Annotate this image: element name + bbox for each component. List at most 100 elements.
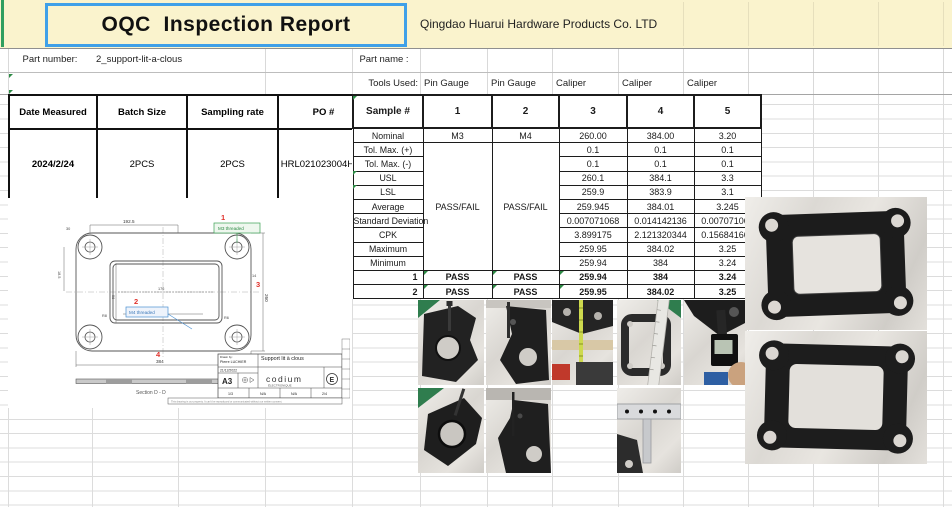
- row-label-cell[interactable]: LSL: [352, 184, 424, 200]
- measurement-value-cell[interactable]: 383.9: [626, 184, 695, 200]
- batch-header-cell[interactable]: Batch Size: [96, 94, 188, 130]
- sample-number-cell[interactable]: 3: [558, 94, 628, 129]
- measurement-value-cell[interactable]: 384.02: [626, 241, 695, 257]
- measurement-row: USL 260.1 384.1 3.3: [352, 170, 762, 186]
- measurement-table: Sample #1 2 3 4 5 Nominal M3 M4 260.00 384.00 3.20…: [352, 94, 762, 300]
- measurement-value-cell[interactable]: 3.24: [693, 255, 762, 271]
- pass-fail-merged-cell[interactable]: PASS/FAIL: [422, 142, 493, 271]
- measurement-value-cell[interactable]: 3.1: [693, 184, 762, 200]
- row-label-cell[interactable]: Tol. Max. (-): [352, 156, 424, 172]
- measurement-value-cell[interactable]: M4: [491, 127, 560, 144]
- drawing-title-block: Drawn by: Pierre LUCHIER 21/12/2022 Supp…: [167, 338, 350, 405]
- row-label-cell[interactable]: Standard Deviation: [352, 213, 428, 229]
- measurement-value-cell[interactable]: 384.00: [626, 127, 695, 144]
- measurement-value-cell[interactable]: 0.156841667: [693, 227, 762, 243]
- tool-used-cell[interactable]: Caliper: [556, 77, 587, 89]
- batch-header-cell[interactable]: Sampling rate: [186, 94, 279, 130]
- measurement-value-cell[interactable]: 3.25: [693, 284, 762, 300]
- sample-number-cell[interactable]: 4: [626, 94, 695, 129]
- measurement-value-cell[interactable]: 260.00: [558, 127, 628, 144]
- band-cell-divider: [878, 2, 879, 46]
- measurement-value-cell[interactable]: 0.1: [626, 156, 695, 172]
- measurement-value-cell[interactable]: 259.9: [558, 184, 628, 200]
- measurement-value-cell[interactable]: 0.1: [558, 142, 628, 158]
- finished-part-photo: [745, 331, 927, 464]
- pass-fail-merged-cell[interactable]: PASS/FAIL: [491, 142, 560, 271]
- cad-drawing-panel: 192.5 384 260 176 121 96 18.5 30 14 R8 R…: [8, 195, 352, 408]
- tool-used-cell[interactable]: Pin Gauge: [491, 77, 536, 89]
- measurement-value-cell[interactable]: M3: [422, 127, 493, 144]
- measurement-value-cell[interactable]: 3.3: [693, 170, 762, 186]
- measurement-value-cell[interactable]: 259.95: [558, 284, 628, 300]
- measurement-value-cell[interactable]: 259.94: [558, 255, 628, 271]
- m4-threaded-label: M4 threaded: [129, 310, 155, 315]
- comment-marker: [9, 90, 13, 94]
- measurement-value-cell[interactable]: 0.1: [558, 156, 628, 172]
- row-label-cell[interactable]: Average: [352, 198, 424, 215]
- tool-used-cell[interactable]: Caliper: [622, 77, 653, 89]
- measurement-value-cell[interactable]: 0.1: [693, 142, 762, 158]
- measurement-value-cell[interactable]: 384.1: [626, 170, 695, 186]
- measurement-value-cell[interactable]: 3.245: [693, 198, 762, 215]
- batch-value-cell[interactable]: 2PCS: [186, 128, 279, 198]
- row-label-cell[interactable]: Minimum: [352, 255, 424, 271]
- sample-header-cell[interactable]: Sample #: [352, 94, 424, 129]
- measurement-row: 2 PASS PASS 259.95 384.02 3.25: [352, 284, 762, 300]
- dim-edge: 14: [252, 274, 256, 278]
- row-label-cell[interactable]: CPK: [352, 227, 424, 243]
- sample-number-cell[interactable]: 1: [422, 94, 493, 129]
- measurement-value-cell[interactable]: 2.121320344: [626, 227, 695, 243]
- batch-value-cell[interactable]: 2PCS: [96, 128, 188, 198]
- measurement-value-cell[interactable]: 259.94: [558, 269, 628, 286]
- gridline: [618, 48, 619, 94]
- measurement-value-cell[interactable]: PASS: [422, 284, 493, 300]
- tool-used-cell[interactable]: Caliper: [687, 77, 718, 89]
- tool-used-cell[interactable]: Pin Gauge: [424, 77, 469, 89]
- measurement-value-cell[interactable]: 259.95: [558, 241, 628, 257]
- drawing-note: This drawing is our property. It can't b…: [171, 399, 282, 403]
- measurement-value-cell[interactable]: 384: [626, 255, 695, 271]
- row-label-cell[interactable]: Nominal: [352, 127, 424, 144]
- row-label-cell[interactable]: 2: [352, 284, 424, 300]
- measurement-value-cell[interactable]: 260.1: [558, 170, 628, 186]
- row-label-cell[interactable]: 1: [352, 269, 424, 286]
- dim-inner-height: 96: [111, 295, 115, 299]
- tools-used-label: Tools Used:: [368, 77, 418, 89]
- measurement-value-cell[interactable]: 3.20: [693, 127, 762, 144]
- row-label-cell[interactable]: Maximum: [352, 241, 424, 257]
- drawing-author: Pierre LUCHIER: [220, 360, 247, 364]
- finished-part-photo: [745, 197, 927, 330]
- measurement-value-cell[interactable]: 3.899175: [558, 227, 628, 243]
- measurement-value-cell[interactable]: 384.02: [626, 284, 695, 300]
- inspection-photo: [684, 300, 747, 385]
- comment-marker: [353, 96, 357, 100]
- dim-left: 18.5: [57, 271, 61, 278]
- row-label-cell[interactable]: USL: [352, 170, 424, 186]
- row-label-cell[interactable]: Tol. Max. (+): [352, 142, 424, 158]
- measurement-value-cell[interactable]: 0.007071068: [693, 213, 762, 229]
- part-number-value[interactable]: 2_support-lit-a-clous: [96, 54, 183, 65]
- measurement-value-cell[interactable]: PASS: [491, 284, 560, 300]
- inspection-photo: [617, 388, 681, 473]
- sample-number-cell[interactable]: 2: [491, 94, 560, 129]
- measurement-value-cell[interactable]: 0.1: [693, 156, 762, 172]
- measurement-row: CPK 3.899175 2.121320344 0.156841667: [352, 227, 762, 243]
- drawing-brand: codium: [266, 374, 302, 384]
- measurement-value-cell[interactable]: 259.945: [558, 198, 628, 215]
- batch-value-cell[interactable]: 2024/2/24: [8, 128, 98, 198]
- row-divider: [0, 72, 952, 73]
- measurement-value-cell[interactable]: PASS: [422, 269, 493, 286]
- measurement-value-cell[interactable]: 384.01: [626, 198, 695, 215]
- comment-marker: [353, 185, 357, 189]
- sample-number-cell[interactable]: 5: [693, 94, 762, 129]
- measurement-value-cell[interactable]: 0.1: [626, 142, 695, 158]
- batch-header-cell[interactable]: Date Measured: [8, 94, 98, 130]
- measurement-value-cell[interactable]: PASS: [491, 269, 560, 286]
- measurement-row: Minimum 259.94 384 3.24: [352, 255, 762, 271]
- measurement-value-cell[interactable]: 0.014142136: [626, 213, 695, 229]
- measurement-value-cell[interactable]: 384: [626, 269, 695, 286]
- measurement-value-cell[interactable]: 0.007071068: [558, 213, 628, 229]
- gridline: [813, 48, 814, 94]
- drawing-date: 21/12/2022: [220, 369, 237, 373]
- section-label: Section D - D: [136, 390, 166, 396]
